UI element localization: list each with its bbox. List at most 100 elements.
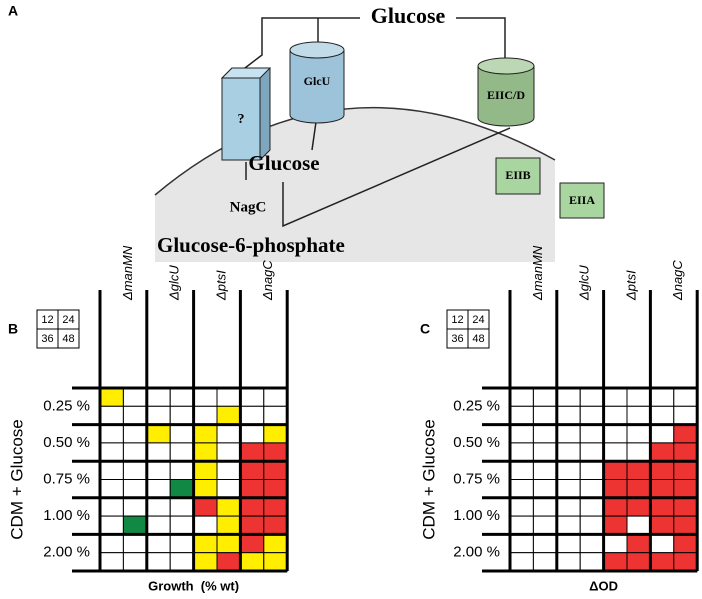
grid-cell [122,552,148,572]
grid-cell [673,515,698,535]
grid-cell [579,479,605,499]
grid-cell [556,387,581,407]
column-label: ΔglcU [577,265,592,301]
row-label: 0.75 % [43,470,90,487]
row-label: 2.00 % [453,544,500,561]
grid-cell [603,460,628,481]
grid-cell [169,424,195,444]
grid-cell [556,515,581,535]
grid-cell [579,533,605,554]
grid-cell [99,424,124,444]
x-axis-label: ΔOD [589,578,618,593]
grid-cell [532,387,558,407]
eiib-label: EIIB [505,168,530,182]
grid-cell [263,515,288,535]
grid-cell [239,387,265,407]
grid-cell [146,533,171,554]
grid-cell [579,405,605,426]
grid-cell [603,442,628,462]
grid-cell [193,552,218,572]
grid-cell [216,460,241,481]
grid-cell [603,552,628,572]
grid-cell [579,442,605,462]
glcu-cylinder [289,41,345,124]
grid-cell [122,424,148,444]
grid-cell [99,405,124,426]
grid-cell [239,533,265,554]
grid-cell [122,515,148,535]
grid-cell [579,552,605,572]
y-axis-label: CDM + Glucose [7,419,26,539]
grid-cell [673,497,698,517]
grid-cell [193,387,218,407]
panel-label: B [8,321,18,337]
g6p-label: Glucose-6-phosphate [157,233,345,257]
grid-cell [532,405,558,426]
grid-cell [626,424,651,444]
grid-cell [146,479,171,499]
grid-cell [649,460,675,481]
eiib-box [495,157,541,195]
grid-cell [239,515,265,535]
grid-cell [193,533,218,554]
glcu-label: GlcU [304,74,331,88]
key-label: 36 [41,333,53,345]
grid-cell [122,442,148,462]
grid-cell [193,479,218,499]
grid-cell [263,479,288,499]
grid-cell [263,552,288,572]
nagc-label: NagC [230,199,267,215]
key-cell [57,328,80,349]
grid-cell [99,442,124,462]
panel-label: A [8,3,18,19]
grid-cell [556,460,581,481]
key-cell [467,328,490,349]
grid-cell [673,442,698,462]
grid-cell [509,515,534,535]
row-label: 0.75 % [453,470,500,487]
grid-cell [146,424,171,444]
grid-cell [122,387,148,407]
key-label: 12 [451,314,463,326]
grid-cell [509,424,534,444]
key-label: 48 [62,333,74,345]
grid-cell [673,405,698,426]
grid-cell [122,497,148,517]
grid-cell [216,387,241,407]
column-label: ΔnagC [670,260,685,301]
grid-cell [99,479,124,499]
grid-cell [122,479,148,499]
grid-cell [146,387,171,407]
column-label: ΔnagC [260,260,275,301]
grid-cell [556,497,581,517]
grid-panels: B 12 24 36 48 ΔmanMN ΔglcU ΔptsI ΔnagC 0.25 % 0.50… [7,245,699,593]
grid-cell [673,552,698,572]
eiia-box [559,182,605,219]
grid-cell [673,387,698,407]
glucose-inside: Glucose [248,151,319,175]
connector-lines [244,17,511,228]
grid-cell [193,515,218,535]
grid-cell [556,479,581,499]
grid-cell [193,497,218,517]
grid-cell [169,479,195,499]
key-label: 24 [472,314,484,326]
grid-cell [509,405,534,426]
x-axis-label: Growth (% wt) [148,578,239,593]
row-label: 0.25 % [453,397,500,414]
grid-cell [216,479,241,499]
grid-cell [532,552,558,572]
grid-cell [556,442,581,462]
grid-cell [626,405,651,426]
grid-cell [532,424,558,444]
y-axis-label: CDM + Glucose [419,419,438,539]
grid-cell [169,460,195,481]
membrane [154,106,556,196]
eiicd-label: EIIC/D [487,88,525,102]
grid-cell [263,387,288,407]
grid-cell [603,479,628,499]
grid-cell [579,497,605,517]
key-label: 36 [451,333,463,345]
